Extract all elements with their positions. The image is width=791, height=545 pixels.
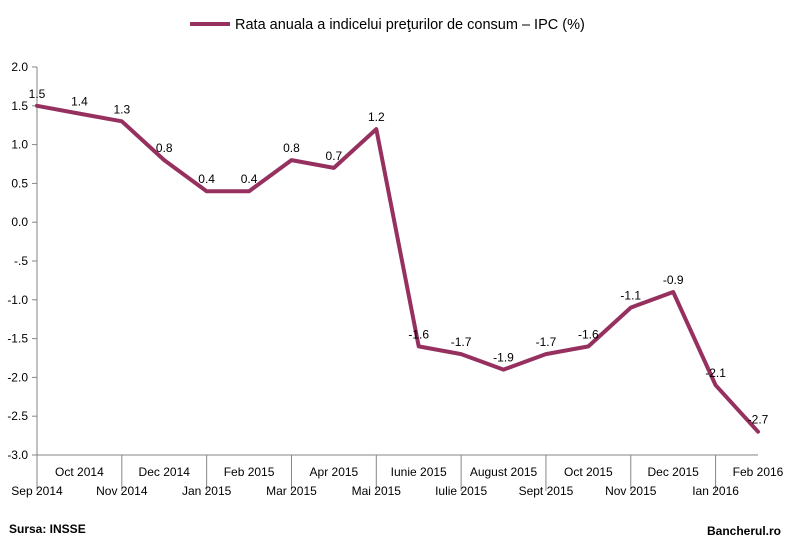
data-label: -1.9	[493, 351, 514, 365]
x-tick-label: Sept 2015	[519, 484, 574, 498]
y-tick-label: -.5	[14, 254, 28, 268]
data-labels: 1.5 1.4 1.3 0.8 0.4 0.4 0.8 0.7 1.2 -1.6 -1.7 -1.9 -…	[29, 87, 769, 427]
data-label: 1.3	[113, 102, 130, 116]
x-tick-label: Nov 2015	[605, 484, 657, 498]
x-tick-label: Mai 2015	[352, 484, 402, 498]
x-tick-label: Dec 2014	[139, 465, 191, 479]
chart: Rata anuala a indicelui preţurilor de co…	[7, 17, 784, 498]
y-tick-label: -1.0	[7, 293, 28, 307]
x-tick-label: Jan 2015	[182, 484, 232, 498]
x-tick-label: Apr 2015	[310, 465, 359, 479]
x-tick-label: Iulie 2015	[435, 484, 487, 498]
data-label: 0.4	[198, 172, 215, 186]
data-label: 0.8	[283, 141, 300, 155]
y-tick-label: -2.5	[7, 409, 28, 423]
x-tick-label: Feb 2015	[224, 465, 275, 479]
data-label: -1.6	[578, 327, 599, 341]
data-label: -2.1	[705, 366, 726, 380]
data-label: -1.7	[451, 335, 472, 349]
data-label: 1.2	[368, 110, 385, 124]
axes	[36, 67, 758, 456]
data-label: 0.8	[156, 141, 173, 155]
data-label: -2.7	[748, 413, 769, 427]
y-axis: 2.0 1.5 1.0 0.5 0.0 -.5 -1.0 -1.5 -2.0 -2.5 -3.0	[7, 60, 37, 462]
x-tick-label: Ian 2016	[692, 484, 739, 498]
y-tick-label: 0.5	[11, 176, 28, 190]
y-tick-label: 0.0	[11, 215, 28, 229]
legend: Rata anuala a indicelui preţurilor de co…	[190, 17, 585, 33]
x-tick-label: Nov 2014	[96, 484, 148, 498]
y-tick-label: 1.0	[11, 138, 28, 152]
y-tick-label: 2.0	[11, 60, 28, 74]
x-tick-label: Feb 2016	[733, 465, 784, 479]
x-tick-label: Oct 2015	[564, 465, 613, 479]
series	[35, 103, 760, 434]
y-tick-label: -1.5	[7, 332, 28, 346]
x-tick-label: August 2015	[470, 465, 538, 479]
series-line	[35, 103, 760, 434]
x-tick-label: Sep 2014	[11, 484, 63, 498]
y-tick-label: -3.0	[7, 448, 28, 462]
data-label: 0.4	[241, 172, 258, 186]
x-tick-label: Dec 2015	[647, 465, 699, 479]
data-label: 1.4	[71, 95, 88, 109]
data-label: -1.6	[408, 327, 429, 341]
x-tick-label: Mar 2015	[266, 484, 317, 498]
data-label: 1.5	[29, 87, 46, 101]
data-label: -1.7	[536, 335, 557, 349]
brand-label: Bancherul.ro	[706, 524, 781, 538]
x-tick-label: Oct 2014	[55, 465, 104, 479]
x-tick-label: Iunie 2015	[391, 465, 447, 479]
y-tick-label: -2.0	[7, 370, 28, 384]
data-label: -0.9	[663, 273, 684, 287]
data-label: 0.7	[326, 149, 343, 163]
data-label: -1.1	[620, 289, 641, 303]
source-note: Sursa: INSSE	[9, 522, 86, 536]
legend-label: Rata anuala a indicelui preţurilor de co…	[235, 17, 585, 33]
y-tick-label: 1.5	[11, 99, 28, 113]
x-axis: Sep 2014 Oct 2014 Nov 2014 Dec 2014 Jan 2015…	[11, 455, 784, 498]
